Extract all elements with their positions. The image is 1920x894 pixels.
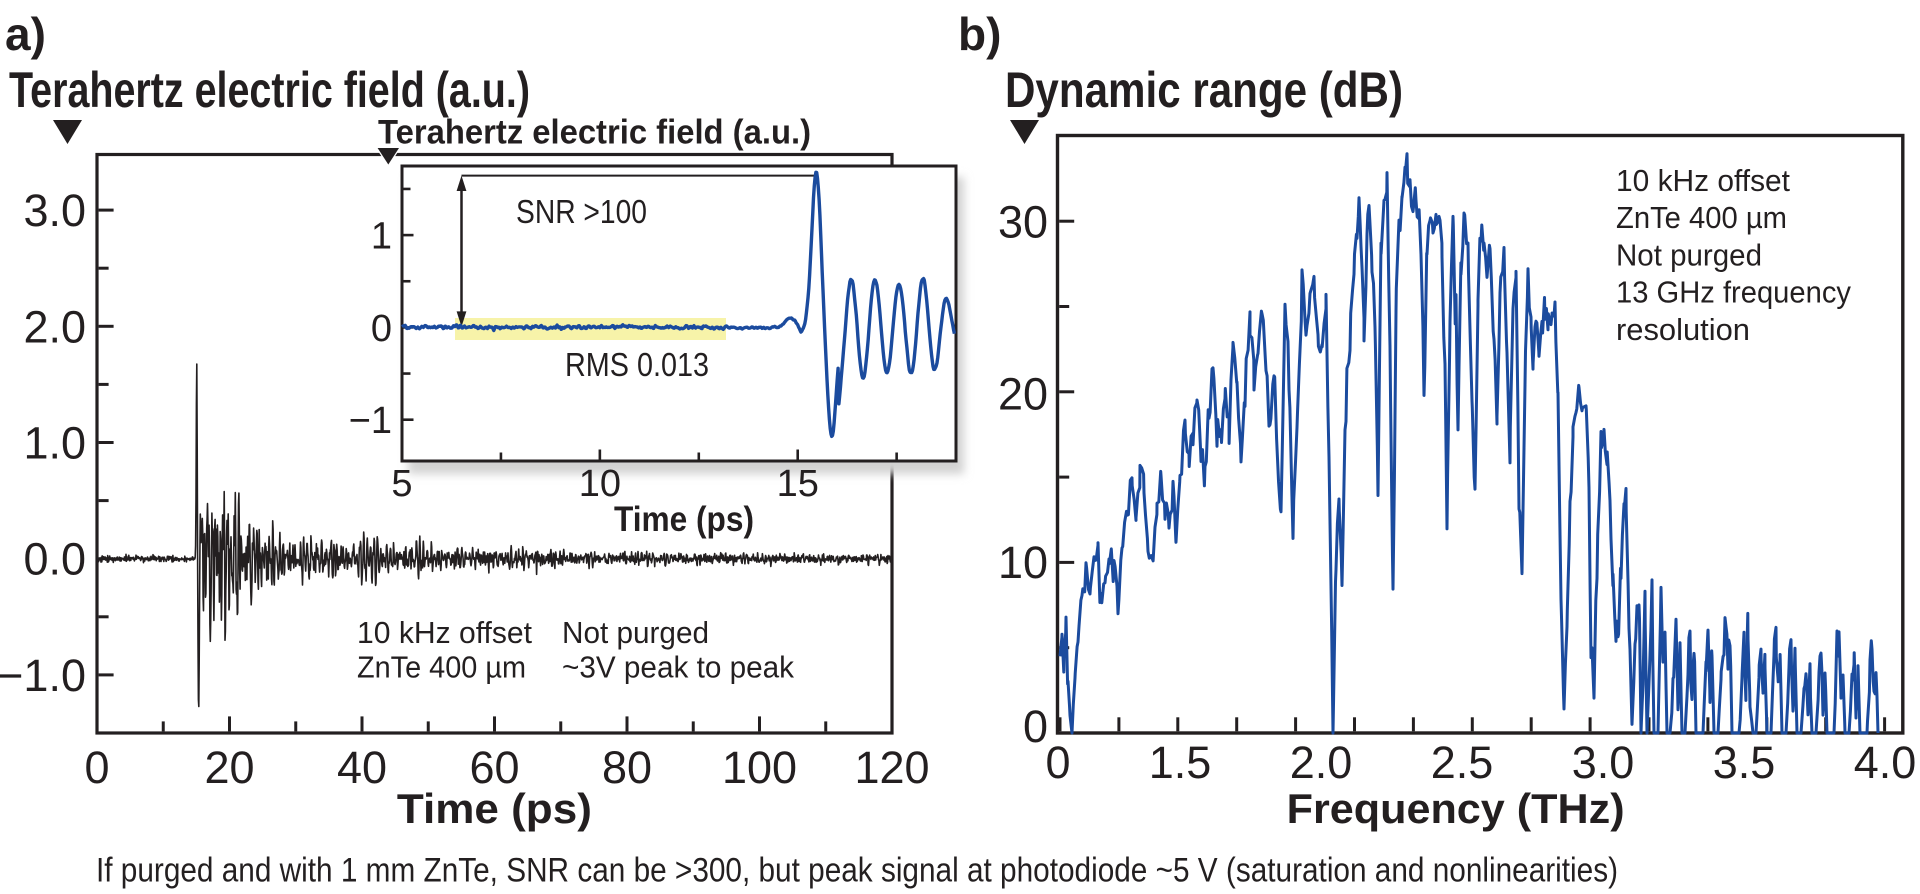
svg-text:3.0: 3.0 xyxy=(1572,737,1635,788)
svg-text:SNR >100: SNR >100 xyxy=(516,193,647,230)
svg-text:30: 30 xyxy=(998,196,1048,247)
svg-text:20: 20 xyxy=(998,369,1048,420)
svg-text:10 kHz offset: 10 kHz offset xyxy=(1616,163,1790,198)
svg-text:ZnTe 400 µm: ZnTe 400 µm xyxy=(1616,200,1787,235)
svg-text:−1: −1 xyxy=(349,400,392,442)
svg-text:Not purged: Not purged xyxy=(1616,237,1762,272)
svg-text:resolution: resolution xyxy=(1616,312,1750,347)
svg-text:2.5: 2.5 xyxy=(1431,737,1494,788)
svg-text:Terahertz electric field (a.u.: Terahertz electric field (a.u.) xyxy=(378,114,811,152)
svg-text:b): b) xyxy=(958,8,1001,60)
svg-text:40: 40 xyxy=(337,742,387,793)
svg-text:Not purged: Not purged xyxy=(562,615,709,650)
svg-text:Dynamic range (dB): Dynamic range (dB) xyxy=(1005,62,1403,118)
svg-text:0: 0 xyxy=(1023,701,1048,752)
svg-text:RMS 0.013: RMS 0.013 xyxy=(565,346,709,383)
svg-text:15: 15 xyxy=(777,463,819,505)
svg-text:3.0: 3.0 xyxy=(23,185,86,236)
svg-text:120: 120 xyxy=(854,742,929,793)
svg-text:1.5: 1.5 xyxy=(1149,737,1212,788)
svg-text:a): a) xyxy=(5,8,46,60)
svg-text:10: 10 xyxy=(579,463,621,505)
svg-text:4.0: 4.0 xyxy=(1854,737,1917,788)
svg-text:80: 80 xyxy=(602,742,652,793)
svg-text:2.0: 2.0 xyxy=(1290,737,1353,788)
svg-text:Time (ps): Time (ps) xyxy=(397,785,592,832)
svg-text:13 GHz frequency: 13 GHz frequency xyxy=(1616,275,1851,310)
svg-text:2.0: 2.0 xyxy=(23,301,86,352)
svg-text:If purged and with 1 mm ZnTe,: If purged and with 1 mm ZnTe, SNR can be… xyxy=(96,852,1618,890)
svg-text:10: 10 xyxy=(998,537,1048,588)
svg-text:100: 100 xyxy=(722,742,797,793)
svg-text:1.0: 1.0 xyxy=(23,418,86,469)
svg-text:0: 0 xyxy=(371,308,392,350)
svg-text:ZnTe 400 µm: ZnTe 400 µm xyxy=(357,650,526,685)
svg-text:1: 1 xyxy=(371,216,392,258)
svg-text:~3V peak to peak: ~3V peak to peak xyxy=(562,650,794,685)
svg-text:0: 0 xyxy=(84,742,109,793)
svg-text:Terahertz electric field (a.u.: Terahertz electric field (a.u.) xyxy=(9,62,530,118)
svg-text:0: 0 xyxy=(1045,737,1070,788)
svg-text:−1.0: −1.0 xyxy=(0,650,86,701)
svg-text:60: 60 xyxy=(469,742,519,793)
svg-text:Frequency (THz): Frequency (THz) xyxy=(1287,785,1625,832)
svg-text:3.5: 3.5 xyxy=(1713,737,1776,788)
svg-text:20: 20 xyxy=(204,742,254,793)
svg-text:0.0: 0.0 xyxy=(23,534,86,585)
svg-text:5: 5 xyxy=(391,463,412,505)
svg-text:10 kHz offset: 10 kHz offset xyxy=(357,615,532,650)
svg-text:Time (ps): Time (ps) xyxy=(614,500,754,539)
